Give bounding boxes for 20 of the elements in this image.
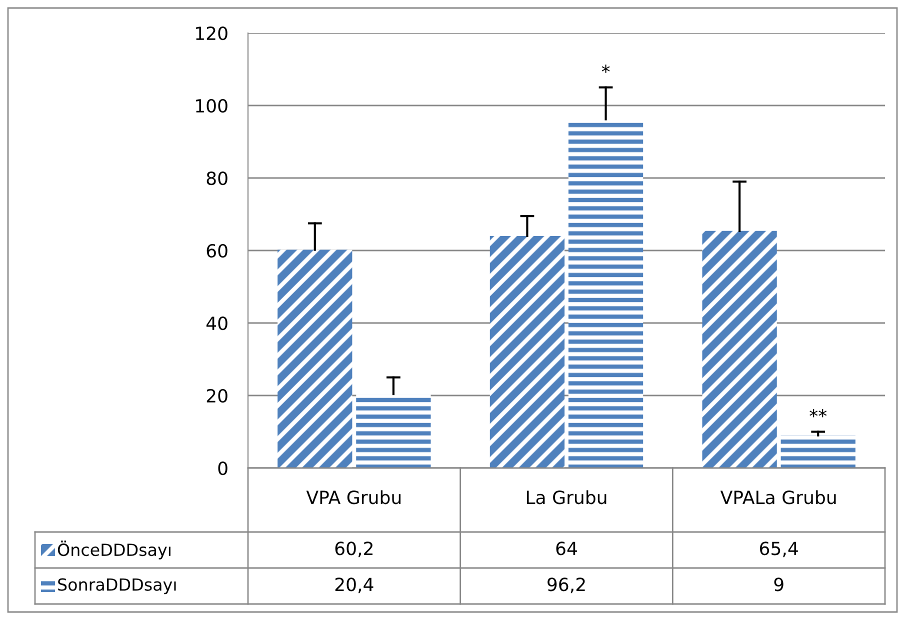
- data-label: 64: [556, 542, 577, 556]
- y-tick-label: 80: [206, 171, 228, 186]
- y-tick-label: 20: [206, 388, 228, 403]
- x-tick-label: La Grubu: [526, 490, 606, 504]
- data-label: 60,2: [335, 542, 372, 558]
- data-label: 9: [774, 578, 784, 592]
- y-tick-label: 0: [218, 461, 228, 476]
- legend-label: SonraDDDsayı: [58, 578, 176, 594]
- data-label: 65,4: [760, 542, 798, 558]
- data-label: 20,4: [335, 578, 374, 594]
- y-tick-label: 120: [196, 26, 228, 40]
- annotation: **: [810, 409, 827, 418]
- x-tick-label: VPA Grubu: [306, 490, 400, 504]
- x-tick-label: VPALa Grubu: [720, 490, 836, 504]
- data-label: 96,2: [548, 578, 585, 594]
- y-tick-label: 60: [206, 244, 228, 258]
- annotation: *: [602, 64, 610, 73]
- y-tick-label: 40: [206, 316, 228, 330]
- legend-label: ÖnceDDDsayı: [58, 540, 170, 560]
- y-tick-label: 100: [196, 98, 228, 113]
